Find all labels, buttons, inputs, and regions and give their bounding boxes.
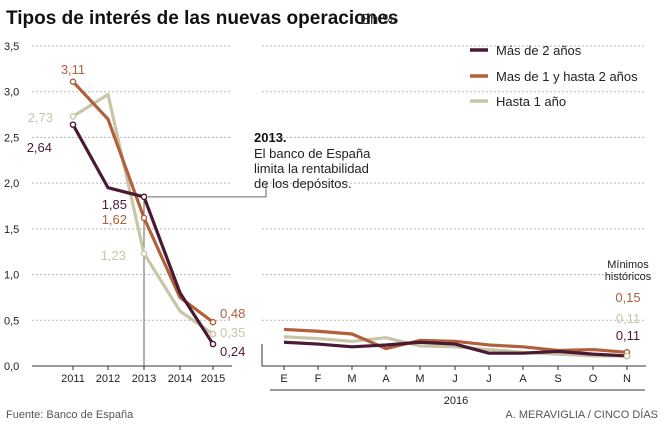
y-tick-label: 3,5	[4, 41, 19, 53]
data-label: 0,35	[220, 325, 245, 340]
minimos-value: 0,11	[616, 328, 640, 343]
y-tick-label: 2,5	[4, 132, 19, 144]
y-tick-label: 1,0	[4, 270, 19, 282]
data-label: 1,62	[102, 212, 127, 227]
annotation-line-2: limita la rentabilidad	[254, 161, 369, 176]
series-line-annual	[71, 80, 214, 324]
y-axis: 0,0 0,5 1,0 1,5 2,0 2,5 3,0 3,5	[4, 41, 19, 373]
data-point-marker	[209, 340, 217, 348]
x-tick-label-month: M	[347, 373, 356, 385]
x-tick-label-month: A	[519, 373, 527, 385]
x-tick-label-month: F	[315, 373, 322, 385]
legend: Más de 2 años Mas de 1 y hasta 2 años Hast…	[470, 43, 638, 109]
annotation-2013: 2013. El banco de España limita la renta…	[143, 130, 371, 366]
legend-label: Más de 2 años	[496, 43, 582, 58]
data-label: 2,64	[27, 140, 52, 155]
x-tick-label-month: E	[280, 373, 287, 385]
x-tick-label-month: A	[382, 373, 390, 385]
x-tick-label-year: 2012	[96, 373, 120, 385]
data-point-marker	[140, 214, 148, 222]
x-tick-label-year: 2015	[201, 373, 225, 385]
legend-label: Mas de 1 y hasta 2 años	[496, 69, 638, 84]
y-tick-label: 2,0	[4, 178, 19, 190]
series-lines	[71, 80, 628, 358]
data-point-marker-end	[623, 352, 631, 360]
minimos-title-1: Mínimos	[607, 259, 649, 271]
x-tick-label-year: 2011	[61, 373, 85, 385]
series-line-monthly	[283, 327, 628, 354]
x-axis-year-label: 2016	[444, 395, 468, 407]
minimos-title-2: históricos	[605, 271, 652, 283]
x-axis: 2011 2012 2013 2014 2015 E F M A M J J A S O N 2016	[32, 344, 646, 407]
y-tick-label: 3,0	[4, 87, 19, 99]
x-tick-label-year: 2013	[132, 373, 156, 385]
minimos-historicos: Mínimos históricos 0,15 0,11 0,11	[605, 259, 652, 343]
data-label: 1,85	[102, 197, 127, 212]
data-point-marker	[209, 318, 217, 326]
data-label: 0,48	[220, 306, 245, 321]
data-point-marker	[209, 330, 217, 338]
annotation-line-1: El banco de España	[254, 146, 371, 161]
data-label: 0,24	[220, 344, 245, 359]
source-note: Fuente: Banco de España	[6, 409, 134, 421]
data-point-marker	[69, 113, 77, 120]
x-tick-label-month: S	[554, 373, 561, 385]
data-label: 2,73	[28, 110, 53, 125]
data-point-marker	[140, 250, 148, 257]
y-tick-label: 0,0	[4, 361, 19, 373]
y-tick-label: 1,5	[4, 224, 19, 236]
chart-title: Tipos de interés de las nuevas operacion…	[6, 8, 398, 29]
data-point-marker	[69, 121, 77, 128]
annotation-connector	[148, 184, 267, 198]
minimos-value: 0,11	[616, 311, 640, 326]
data-labels: 3,11 2,73 2,64 1,851,62 1,23 0,48 0,35 0,24	[27, 62, 631, 360]
x-tick-label-month: M	[415, 373, 424, 385]
y-tick-label: 0,5	[4, 315, 19, 327]
x-tick-label-month: J	[486, 373, 492, 385]
data-point-marker	[140, 193, 148, 201]
minimos-value: 0,15	[615, 290, 640, 305]
x-tick-label-year: 2014	[168, 373, 192, 385]
data-point-marker	[69, 78, 77, 85]
data-label: 3,11	[61, 62, 85, 77]
series-line-annual	[71, 123, 215, 345]
x-tick-label-month: J	[452, 373, 458, 385]
x-tick-label-month: N	[623, 373, 631, 385]
credit-note: A. MERAVIGLIA / CINCO DÍAS	[505, 408, 658, 421]
series-line-monthly	[283, 335, 627, 358]
x-tick-label-month: O	[589, 373, 598, 385]
annotation-line-3: de los depósitos.	[254, 176, 352, 191]
series-line-monthly	[283, 340, 628, 358]
annotation-year: 2013.	[254, 130, 287, 145]
data-label: 1,23	[101, 248, 126, 263]
chart-unit: En %	[360, 11, 396, 28]
legend-label: Hasta 1 año	[496, 94, 566, 109]
